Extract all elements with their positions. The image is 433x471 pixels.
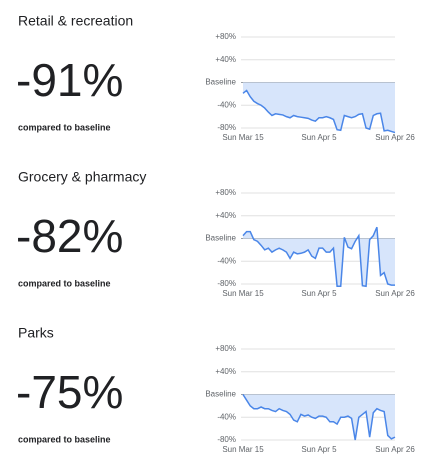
y-tick-label: Baseline <box>205 78 236 87</box>
x-tick-label: Sun Mar 15 <box>222 445 264 454</box>
line <box>242 89 396 134</box>
y-tick-label: +40% <box>215 211 236 220</box>
area <box>243 82 395 133</box>
section-title: Grocery & pharmacy <box>18 169 146 185</box>
line <box>242 226 395 288</box>
y-tick-label: -40% <box>217 412 236 421</box>
y-tick-label: -80% <box>217 279 236 288</box>
x-tick-label: Sun Apr 5 <box>301 133 337 142</box>
headline: -91% <box>16 54 123 106</box>
x-tick-label: Sun Apr 26 <box>375 289 415 298</box>
x-tick-label: Sun Apr 5 <box>301 289 337 298</box>
y-tick-label: +40% <box>215 55 236 64</box>
x-tick-label: Sun Mar 15 <box>222 133 264 142</box>
y-tick-label: +80% <box>215 344 236 353</box>
y-tick-label: -40% <box>217 256 236 265</box>
y-tick-label: -80% <box>217 123 236 132</box>
area <box>243 227 395 287</box>
y-tick-label: +80% <box>215 32 236 41</box>
headline: -82% <box>16 210 123 262</box>
y-tick-label: +40% <box>215 367 236 376</box>
x-tick-label: Sun Apr 26 <box>375 445 415 454</box>
section-title: Retail & recreation <box>18 13 133 29</box>
y-tick-label: -40% <box>217 100 236 109</box>
line <box>242 394 396 441</box>
headline: -75% <box>16 366 123 418</box>
section-title: Parks <box>18 325 54 341</box>
x-tick-label: Sun Apr 26 <box>375 133 415 142</box>
x-tick-label: Sun Mar 15 <box>222 289 264 298</box>
y-tick-label: Baseline <box>205 390 236 399</box>
y-tick-label: Baseline <box>205 234 236 243</box>
x-tick-label: Sun Apr 5 <box>301 445 337 454</box>
note: compared to baseline <box>18 122 111 132</box>
note: compared to baseline <box>18 434 111 444</box>
y-tick-label: +80% <box>215 188 236 197</box>
note: compared to baseline <box>18 278 111 288</box>
y-tick-label: -80% <box>217 435 236 444</box>
